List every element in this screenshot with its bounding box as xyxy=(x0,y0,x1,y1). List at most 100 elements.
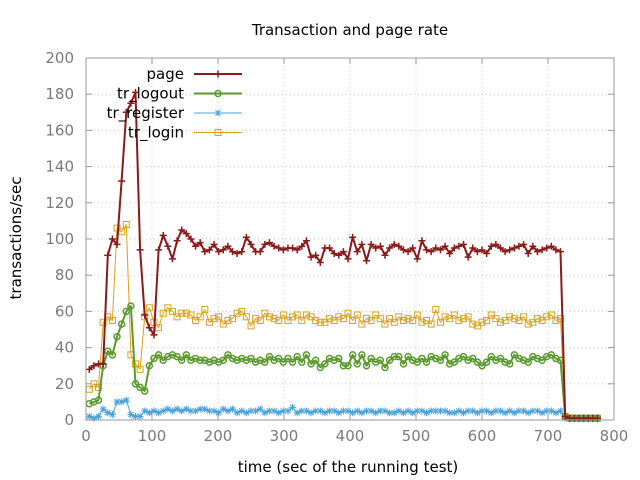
data-point xyxy=(164,405,172,413)
data-point xyxy=(561,412,569,420)
data-point xyxy=(265,313,273,321)
data-point xyxy=(256,405,264,413)
data-point xyxy=(344,407,352,415)
data-point xyxy=(483,316,491,324)
data-point xyxy=(487,242,495,250)
data-point xyxy=(450,409,458,417)
data-point xyxy=(173,405,181,413)
data-point xyxy=(492,240,500,248)
data-point xyxy=(399,360,408,368)
data-point xyxy=(247,322,255,330)
data-point xyxy=(187,311,195,319)
data-point xyxy=(552,246,560,254)
data-point xyxy=(122,307,131,316)
data-point xyxy=(487,409,495,417)
data-point xyxy=(307,313,315,321)
data-point xyxy=(524,409,532,417)
data-point xyxy=(376,356,385,365)
data-point xyxy=(418,407,426,415)
data-point xyxy=(446,315,454,323)
data-point xyxy=(122,108,130,116)
chart-title: Transaction and page rate xyxy=(251,21,448,39)
data-point xyxy=(339,407,347,415)
data-point xyxy=(108,316,116,324)
data-point xyxy=(289,244,297,252)
data-point xyxy=(321,318,329,326)
data-point xyxy=(210,315,218,323)
legend-entry-tr-register: tr_register xyxy=(107,104,242,123)
data-point xyxy=(469,407,477,415)
data-point xyxy=(265,239,273,247)
data-point xyxy=(427,320,435,328)
data-point xyxy=(122,221,130,229)
data-point xyxy=(326,315,334,323)
data-point xyxy=(127,99,135,107)
data-point xyxy=(557,407,565,415)
legend-marker xyxy=(214,89,222,98)
legend-label: page xyxy=(147,65,184,83)
series-page xyxy=(85,88,601,422)
data-point xyxy=(339,361,348,370)
data-point xyxy=(395,313,403,321)
data-point xyxy=(363,315,370,323)
data-point xyxy=(386,409,394,417)
data-point xyxy=(538,246,546,254)
data-point xyxy=(363,257,370,265)
data-point xyxy=(252,315,260,323)
data-point xyxy=(326,244,334,252)
data-point xyxy=(316,318,324,326)
data-point xyxy=(201,306,209,314)
data-point xyxy=(168,255,176,263)
data-point xyxy=(196,313,204,321)
data-point xyxy=(265,352,274,361)
data-point xyxy=(395,352,403,361)
data-point xyxy=(127,411,135,419)
series-tr-register xyxy=(85,396,601,422)
data-point xyxy=(367,240,375,248)
data-point xyxy=(302,407,310,415)
data-point xyxy=(261,240,269,248)
data-point xyxy=(192,316,200,324)
data-point xyxy=(487,311,495,319)
data-point xyxy=(335,409,343,417)
data-point xyxy=(529,242,537,250)
data-point xyxy=(344,361,352,370)
data-point xyxy=(460,240,468,248)
data-point xyxy=(520,313,528,321)
data-point xyxy=(423,246,431,254)
data-point xyxy=(483,249,491,257)
y-tick-label: 0 xyxy=(64,411,74,429)
data-point xyxy=(177,356,186,365)
data-point xyxy=(501,316,509,324)
data-point xyxy=(441,242,449,250)
data-point xyxy=(270,242,278,250)
data-point xyxy=(358,240,366,248)
data-point xyxy=(552,409,560,417)
x-tick-label: 400 xyxy=(336,427,365,445)
data-point xyxy=(432,306,440,314)
data-point xyxy=(150,354,158,363)
data-point xyxy=(99,318,107,326)
data-point xyxy=(418,354,426,363)
data-point xyxy=(418,237,426,245)
data-point xyxy=(376,407,384,415)
data-point xyxy=(524,249,532,257)
data-point xyxy=(422,358,431,366)
data-point xyxy=(409,316,417,324)
data-point xyxy=(215,409,223,417)
data-point xyxy=(99,405,107,413)
data-point xyxy=(233,249,241,257)
data-point xyxy=(155,246,163,254)
data-point xyxy=(436,246,444,254)
y-tick-label: 140 xyxy=(45,158,74,176)
data-point xyxy=(182,405,190,413)
data-point xyxy=(145,361,154,370)
legend-label: tr_logout xyxy=(117,85,184,104)
data-point xyxy=(256,248,264,256)
series-tr-logout xyxy=(85,302,602,422)
data-point xyxy=(326,407,334,415)
data-point xyxy=(330,316,338,324)
legend-marker xyxy=(214,70,222,78)
data-point xyxy=(302,311,310,319)
data-point xyxy=(302,351,311,359)
